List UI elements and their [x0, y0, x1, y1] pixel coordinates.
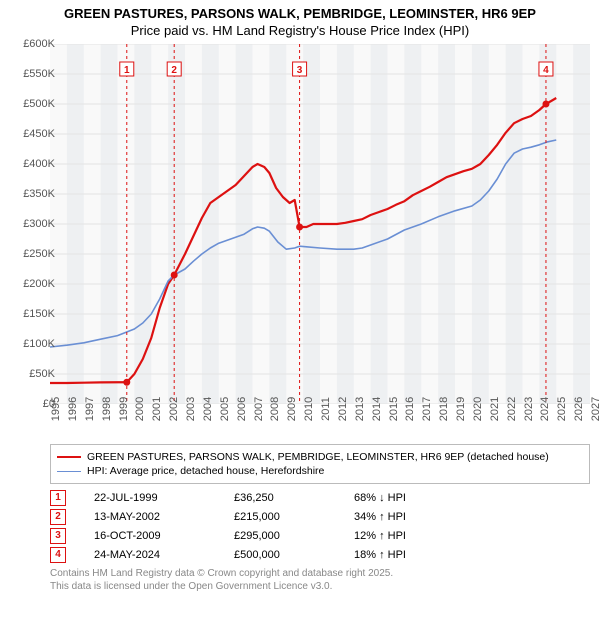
sale-index-box: 3	[50, 528, 66, 544]
plot-svg: 1 2 3 4	[50, 44, 590, 404]
chart-container: GREEN PASTURES, PARSONS WALK, PEMBRIDGE,…	[0, 6, 600, 593]
sale-delta: 34% ↑ HPI	[354, 511, 464, 523]
sale-index-box: 1	[50, 490, 66, 506]
footer-line: Contains HM Land Registry data © Crown c…	[50, 567, 590, 580]
svg-text:4: 4	[543, 65, 549, 76]
xtick-label: 2027	[590, 397, 600, 421]
sale-row: 4 24-MAY-2024£500,00018% ↑ HPI	[50, 547, 590, 563]
sale-row: 3 16-OCT-2009£295,00012% ↑ HPI	[50, 528, 590, 544]
chart-subtitle: Price paid vs. HM Land Registry's House …	[0, 23, 600, 38]
xtick-label: 2015	[388, 397, 400, 421]
xtick-label: 2005	[219, 397, 231, 421]
xtick-label: 2022	[506, 397, 518, 421]
xtick-label: 1996	[67, 397, 79, 421]
legend-label: HPI: Average price, detached house, Here…	[87, 465, 324, 477]
ytick-label: £500K	[23, 98, 55, 110]
legend: GREEN PASTURES, PARSONS WALK, PEMBRIDGE,…	[50, 444, 590, 484]
sale-price: £215,000	[234, 511, 354, 523]
xtick-label: 2004	[202, 397, 214, 421]
legend-label: GREEN PASTURES, PARSONS WALK, PEMBRIDGE,…	[87, 451, 549, 463]
sale-index-box: 4	[50, 547, 66, 563]
xtick-label: 1998	[101, 397, 113, 421]
sale-delta: 68% ↓ HPI	[354, 492, 464, 504]
sale-row: 1 22-JUL-1999£36,25068% ↓ HPI	[50, 490, 590, 506]
svg-text:3: 3	[297, 65, 303, 76]
sale-index-box: 2	[50, 509, 66, 525]
svg-text:1: 1	[124, 65, 130, 76]
xtick-label: 2025	[556, 397, 568, 421]
footer-attribution: Contains HM Land Registry data © Crown c…	[50, 567, 590, 593]
footer-line: This data is licensed under the Open Gov…	[50, 580, 590, 593]
xtick-label: 1995	[50, 397, 62, 421]
ytick-label: £50K	[29, 368, 55, 380]
ytick-label: £600K	[23, 38, 55, 50]
sale-price: £295,000	[234, 530, 354, 542]
sale-date: 13-MAY-2002	[94, 511, 234, 523]
ytick-label: £250K	[23, 248, 55, 260]
xtick-label: 1997	[84, 397, 96, 421]
sale-date: 24-MAY-2024	[94, 549, 234, 561]
xtick-label: 2026	[573, 397, 585, 421]
xtick-label: 2017	[421, 397, 433, 421]
xtick-label: 2023	[523, 397, 535, 421]
xtick-label: 2024	[539, 397, 551, 421]
xtick-label: 2008	[269, 397, 281, 421]
ytick-label: £200K	[23, 278, 55, 290]
legend-swatch	[57, 471, 81, 472]
xtick-label: 2010	[303, 397, 315, 421]
ytick-label: £350K	[23, 188, 55, 200]
xtick-label: 2012	[337, 397, 349, 421]
xtick-label: 2002	[168, 397, 180, 421]
svg-text:2: 2	[171, 65, 177, 76]
ytick-label: £550K	[23, 68, 55, 80]
xtick-label: 2011	[320, 397, 332, 421]
legend-item: GREEN PASTURES, PARSONS WALK, PEMBRIDGE,…	[57, 451, 583, 463]
xtick-label: 2020	[472, 397, 484, 421]
ytick-label: £450K	[23, 128, 55, 140]
xtick-label: 2006	[236, 397, 248, 421]
ytick-label: £100K	[23, 338, 55, 350]
xtick-label: 2018	[438, 397, 450, 421]
xtick-label: 2000	[134, 397, 146, 421]
sale-date: 22-JUL-1999	[94, 492, 234, 504]
ytick-label: £150K	[23, 308, 55, 320]
ytick-label: £400K	[23, 158, 55, 170]
sale-row: 2 13-MAY-2002£215,00034% ↑ HPI	[50, 509, 590, 525]
legend-item: HPI: Average price, detached house, Here…	[57, 465, 583, 477]
xtick-label: 2019	[455, 397, 467, 421]
sale-price: £36,250	[234, 492, 354, 504]
sale-price: £500,000	[234, 549, 354, 561]
chart-title: GREEN PASTURES, PARSONS WALK, PEMBRIDGE,…	[0, 6, 600, 21]
sales-table: 1 22-JUL-1999£36,25068% ↓ HPI 2 13-MAY-2002…	[50, 490, 590, 563]
xtick-label: 2021	[489, 397, 501, 421]
legend-swatch	[57, 456, 81, 458]
xtick-label: 2007	[253, 397, 265, 421]
xtick-label: 2001	[151, 397, 163, 421]
xtick-label: 2016	[404, 397, 416, 421]
xtick-label: 2003	[185, 397, 197, 421]
sale-delta: 12% ↑ HPI	[354, 530, 464, 542]
xtick-label: 2014	[371, 397, 383, 421]
ytick-label: £300K	[23, 218, 55, 230]
plot-area: 1 2 3 4	[50, 44, 590, 404]
sale-date: 16-OCT-2009	[94, 530, 234, 542]
xtick-label: 2013	[354, 397, 366, 421]
xtick-label: 1999	[118, 397, 130, 421]
xtick-label: 2009	[286, 397, 298, 421]
sale-delta: 18% ↑ HPI	[354, 549, 464, 561]
